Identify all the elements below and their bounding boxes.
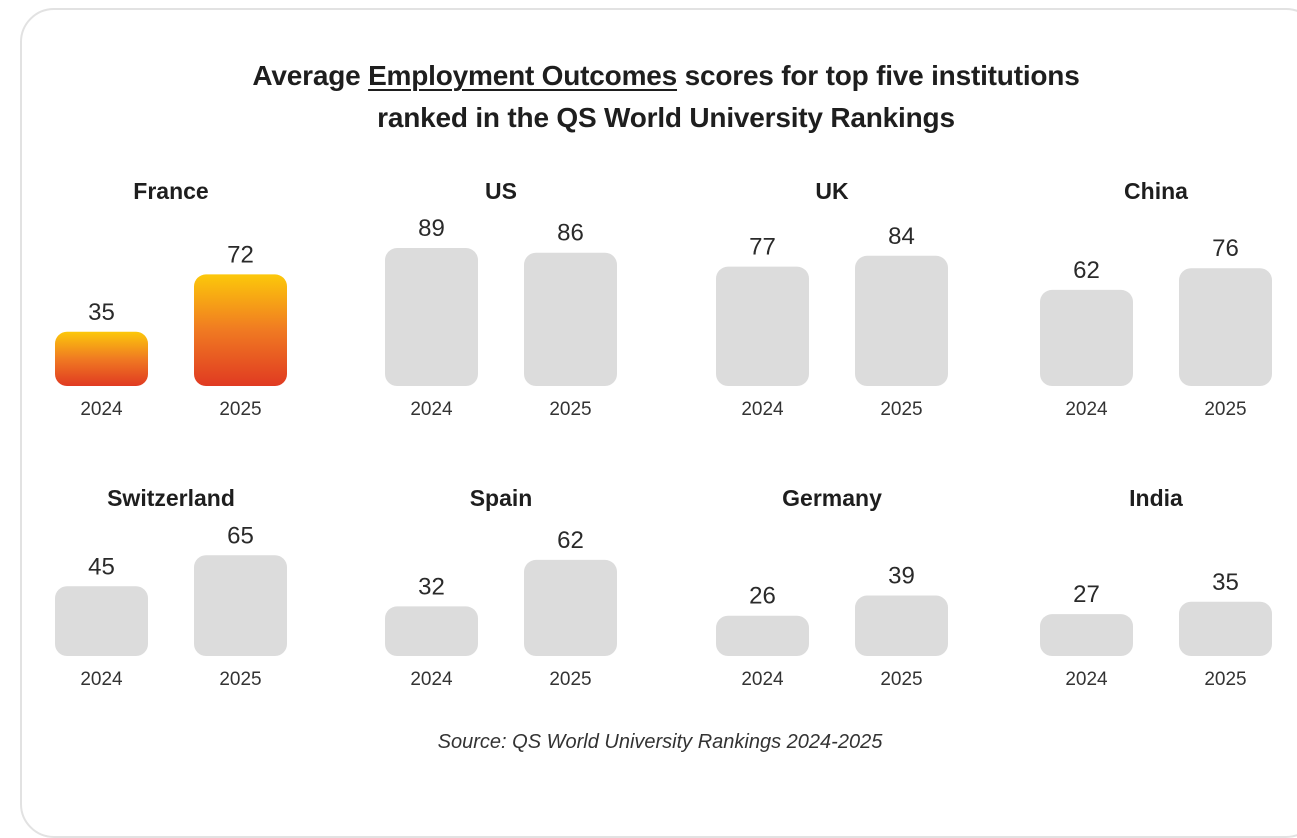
value-label-uk-2024: 77	[749, 234, 776, 261]
panel-title-germany: Germany	[782, 485, 882, 511]
value-label-china-2025: 76	[1212, 235, 1239, 262]
title-suffix: scores for top five institutions	[677, 60, 1080, 91]
bar-china-2025	[1179, 268, 1272, 386]
value-label-india-2025: 35	[1212, 569, 1239, 596]
year-label-us-2024: 2024	[410, 399, 453, 420]
value-label-spain-2024: 32	[418, 573, 445, 600]
panel-title-uk: UK	[815, 178, 849, 204]
panel-title-us: US	[485, 178, 517, 204]
year-label-switzerland-2024: 2024	[80, 669, 123, 690]
year-label-china-2024: 2024	[1065, 399, 1108, 420]
year-label-switzerland-2025: 2025	[219, 669, 261, 690]
bar-uk-2025	[855, 255, 948, 386]
chart-title-line-1: Average Employment Outcomes scores for t…	[0, 55, 1297, 97]
title-highlight: Employment Outcomes	[368, 60, 678, 91]
year-label-india-2024: 2024	[1065, 669, 1108, 690]
year-label-uk-2025: 2025	[880, 399, 922, 420]
chart-title-line-2: ranked in the QS World University Rankin…	[377, 102, 955, 133]
bar-spain-2024	[385, 606, 478, 656]
year-label-germany-2025: 2025	[880, 669, 922, 690]
chart-title: Average Employment Outcomes scores for t…	[0, 55, 1297, 139]
value-label-germany-2025: 39	[888, 563, 915, 590]
panel-title-india: India	[1129, 485, 1183, 511]
bar-india-2024	[1040, 614, 1133, 656]
bar-france-2025	[194, 274, 287, 386]
value-label-germany-2024: 26	[749, 583, 776, 610]
value-label-switzerland-2025: 65	[227, 522, 254, 549]
panel-title-china: China	[1124, 178, 1188, 204]
year-label-spain-2025: 2025	[549, 669, 591, 690]
year-label-france-2024: 2024	[80, 399, 123, 420]
bar-switzerland-2025	[194, 555, 287, 656]
year-label-india-2025: 2025	[1204, 669, 1246, 690]
bar-china-2024	[1040, 289, 1133, 386]
value-label-france-2025: 72	[227, 241, 254, 268]
year-label-spain-2024: 2024	[410, 669, 453, 690]
panel-title-spain: Spain	[470, 485, 533, 511]
value-label-india-2024: 27	[1073, 581, 1100, 608]
value-label-uk-2025: 84	[888, 223, 915, 250]
year-label-china-2025: 2025	[1204, 399, 1246, 420]
panel-title-france: France	[133, 178, 208, 204]
source-note: Source: QS World University Rankings 202…	[437, 731, 883, 753]
bar-us-2024	[385, 248, 478, 386]
value-label-spain-2025: 62	[557, 527, 584, 554]
year-label-us-2025: 2025	[549, 399, 591, 420]
value-label-france-2024: 35	[88, 299, 115, 326]
bar-us-2025	[524, 252, 617, 386]
year-label-france-2025: 2025	[219, 399, 261, 420]
year-label-uk-2024: 2024	[741, 399, 784, 420]
bar-india-2025	[1179, 601, 1272, 656]
year-label-germany-2024: 2024	[741, 669, 784, 690]
value-label-us-2024: 89	[418, 215, 445, 242]
bar-spain-2025	[524, 559, 617, 656]
bar-uk-2024	[716, 266, 809, 386]
value-label-us-2025: 86	[557, 220, 584, 247]
value-label-switzerland-2024: 45	[88, 553, 115, 580]
bar-switzerland-2024	[55, 586, 148, 656]
bar-france-2024	[55, 331, 148, 386]
panel-title-switzerland: Switzerland	[107, 485, 235, 511]
bar-germany-2024	[716, 615, 809, 656]
chart-card	[20, 8, 1297, 838]
title-prefix: Average	[252, 60, 369, 91]
value-label-china-2024: 62	[1073, 257, 1100, 284]
bar-germany-2025	[855, 595, 948, 656]
small-multiples-bar-chart: France 35 2024 72 2025 US 89 2024 86 2025 UK 77 2024…	[55, 178, 1272, 690]
